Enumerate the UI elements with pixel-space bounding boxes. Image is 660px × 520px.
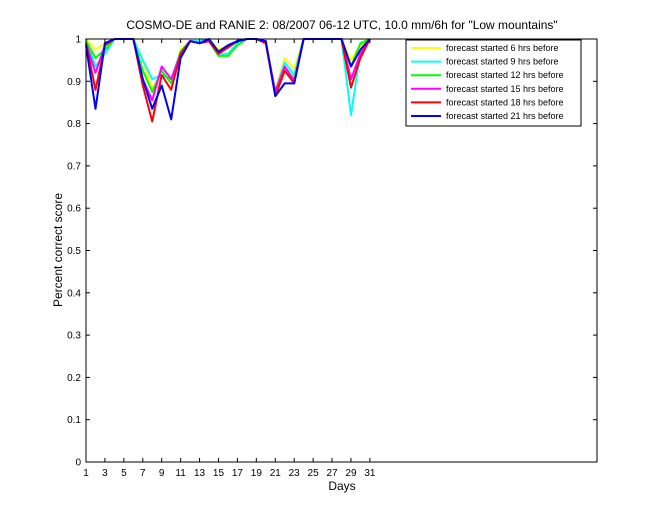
x-tick-label: 29 <box>345 468 357 479</box>
x-tick-label: 5 <box>121 468 127 479</box>
x-tick-label: 21 <box>270 468 282 479</box>
x-tick-label: 31 <box>364 468 376 479</box>
y-tick-label: 0.7 <box>67 161 81 172</box>
y-tick-label: 0 <box>75 458 81 469</box>
legend: forecast started 6 hrs before forecast st… <box>405 39 582 127</box>
x-tick-label: 1 <box>83 468 89 479</box>
y-tick-label: 0.2 <box>67 373 81 384</box>
x-tick-label: 15 <box>213 468 225 479</box>
y-tick-label: 0.9 <box>67 77 81 88</box>
x-axis: 1 3 5 7 9 11 13 15 17 19 21 23 25 27 29 31 <box>83 39 376 479</box>
x-tick-label: 11 <box>175 468 186 479</box>
legend-label-5: forecast started 18 hrs before <box>446 97 564 107</box>
y-tick-label: 0.4 <box>67 288 81 299</box>
y-tick-label: 0.1 <box>67 415 81 426</box>
x-tick-label: 23 <box>289 468 301 479</box>
x-tick-label: 17 <box>232 468 244 479</box>
legend-label-1: forecast started 6 hrs before <box>446 43 559 53</box>
legend-label-2: forecast started 9 hrs before <box>446 57 559 67</box>
legend-label-4: forecast started 15 hrs before <box>446 84 564 94</box>
y-axis: 0 0.1 0.2 0.3 0.4 0.5 0.6 0.7 0.8 0.9 1 <box>67 35 597 469</box>
x-tick-label: 27 <box>326 468 338 479</box>
legend-box <box>405 39 582 127</box>
y-tick-label: 0.5 <box>67 246 81 257</box>
y-tick-label: 0.6 <box>67 204 81 215</box>
chart-title: COSMO-DE and RANIE 2: 08/2007 06-12 UTC,… <box>126 18 557 32</box>
legend-label-3: forecast started 12 hrs before <box>446 70 564 80</box>
y-tick-label: 1 <box>75 35 81 46</box>
x-tick-label: 25 <box>308 468 320 479</box>
y-tick-label: 0.3 <box>67 331 81 342</box>
x-tick-label: 3 <box>102 468 108 479</box>
x-tick-label: 19 <box>251 468 263 479</box>
legend-label-6: forecast started 21 hrs before <box>446 111 564 121</box>
x-tick-label: 13 <box>194 468 206 479</box>
x-tick-label: 7 <box>140 468 146 479</box>
y-tick-label: 0.8 <box>67 119 81 130</box>
x-tick-label: 9 <box>159 468 165 479</box>
y-axis-label: Percent correct score <box>51 193 65 307</box>
x-axis-label: Days <box>328 479 355 493</box>
